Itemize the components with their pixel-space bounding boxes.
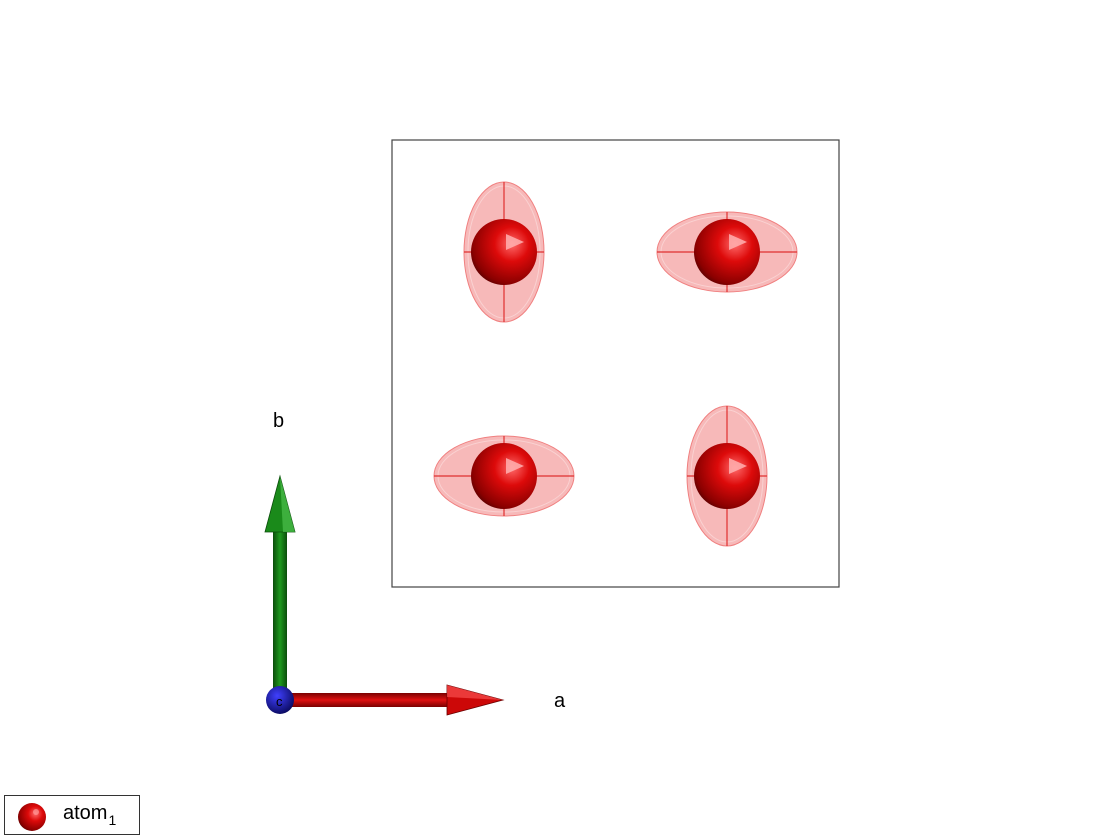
- legend: atom1: [4, 795, 140, 835]
- legend-label: atom1: [63, 802, 117, 828]
- atom-sphere: [471, 443, 537, 509]
- atom-top-left: [463, 181, 545, 323]
- legend-atom-name: atom: [63, 802, 108, 824]
- atom-sphere: [694, 219, 760, 285]
- a-axis-label: a: [554, 690, 566, 712]
- c-axis-arrow: c: [266, 686, 294, 714]
- c-axis-label: c: [276, 694, 283, 709]
- b-axis-label: b: [273, 410, 285, 432]
- a-axis-arrow: [282, 684, 505, 716]
- atom-sphere: [471, 219, 537, 285]
- atom-swatch-icon: [18, 803, 46, 831]
- atoms-group: [433, 181, 798, 547]
- legend-subscript: 1: [108, 812, 117, 828]
- atom-bottom-left: [433, 435, 575, 517]
- b-axis-arrow: [264, 474, 296, 700]
- atom-top-right: [656, 211, 798, 293]
- atom-bottom-right: [686, 405, 768, 547]
- unit-cell-box: [391, 139, 840, 588]
- atom-sphere: [694, 443, 760, 509]
